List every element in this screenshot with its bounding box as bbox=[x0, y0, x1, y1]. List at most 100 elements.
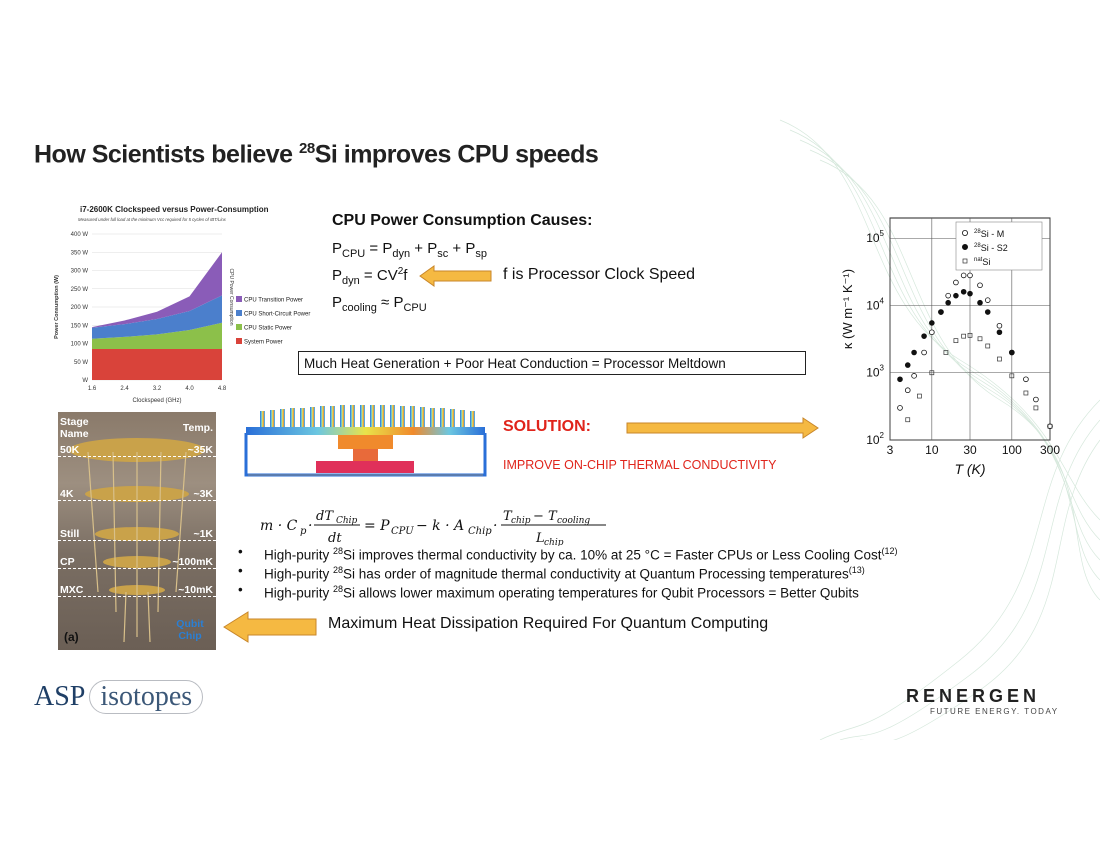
data-point bbox=[997, 356, 1002, 362]
temp-header: Temp. bbox=[182, 422, 213, 434]
svg-text:Chip: Chip bbox=[336, 516, 358, 526]
svg-text:·: · bbox=[308, 518, 312, 534]
clock-speed-label: f is Processor Clock Speed bbox=[503, 266, 696, 283]
svg-text:p: p bbox=[300, 526, 307, 537]
solution-text: IMPROVE ON-CHIP THERMAL CONDUCTIVITY bbox=[503, 458, 777, 472]
heatsink-fin bbox=[470, 411, 475, 427]
x-tick-label: 3 bbox=[887, 443, 894, 457]
right-axis-label: CPU Power Consumption bbox=[228, 269, 234, 326]
data-point bbox=[904, 362, 911, 368]
svg-text:chip: chip bbox=[511, 516, 531, 526]
y-tick-label: 350 W bbox=[71, 250, 89, 256]
stage-name: Still bbox=[60, 528, 80, 540]
svg-text:m · C: m · C bbox=[260, 518, 298, 534]
y-tick-label: 103 bbox=[866, 364, 884, 380]
y-tick-label: 105 bbox=[866, 229, 884, 245]
stage-divider bbox=[58, 500, 216, 501]
data-point bbox=[917, 393, 922, 399]
heatsink-fin bbox=[390, 405, 395, 427]
heatsink-fin bbox=[280, 409, 285, 427]
heatsink-fin bbox=[300, 408, 305, 427]
legend-swatch bbox=[236, 324, 242, 330]
svg-text:cooling: cooling bbox=[557, 516, 590, 526]
data-point bbox=[921, 349, 927, 356]
legend-swatch bbox=[236, 310, 242, 316]
heatsink-fin bbox=[310, 407, 315, 427]
data-point bbox=[1023, 376, 1029, 383]
bullet-item: High-purity 28Si has order of magnitude … bbox=[238, 561, 998, 582]
solution-label: SOLUTION: bbox=[503, 418, 591, 435]
x-tick-label: 10 bbox=[925, 443, 939, 457]
data-point bbox=[911, 373, 917, 379]
stage-divider bbox=[58, 568, 216, 569]
stage-temp: ~3K bbox=[193, 488, 213, 500]
stage-temp: ~10mK bbox=[178, 584, 213, 596]
x-tick-label: 30 bbox=[963, 443, 977, 457]
data-point bbox=[938, 309, 944, 315]
y-tick-label: 400 W bbox=[71, 232, 89, 238]
legend-label: System Power bbox=[244, 340, 283, 346]
stage-name: CP bbox=[60, 556, 75, 568]
heatsink-diagram bbox=[244, 405, 487, 477]
chart-subtitle: Measured under full load at the minimum … bbox=[78, 217, 227, 222]
y-tick-label: 100 W bbox=[71, 342, 89, 348]
data-point bbox=[1033, 396, 1039, 403]
svg-text:− k · A: − k · A bbox=[416, 518, 464, 534]
heatsink-fin bbox=[270, 410, 275, 427]
data-point bbox=[967, 290, 973, 297]
causes-title: CPU Power Consumption Causes: bbox=[332, 212, 593, 229]
stage-name: MXC bbox=[60, 584, 84, 596]
data-point bbox=[897, 376, 903, 383]
x-tick-label: 100 bbox=[1002, 443, 1022, 457]
data-point bbox=[897, 405, 903, 411]
legend-label: CPU Short-Circuit Power bbox=[244, 312, 310, 318]
legend-label: CPU Static Power bbox=[244, 326, 292, 332]
legend-label: natSi bbox=[974, 257, 990, 267]
x-tick-label: 3.2 bbox=[153, 386, 162, 392]
slide-title: How Scientists believe 28Si improves CPU… bbox=[34, 140, 599, 169]
svg-text:dT: dT bbox=[316, 509, 334, 524]
stage-name-header: Stage Name bbox=[60, 416, 89, 440]
stage-name: 4K bbox=[60, 488, 74, 500]
data-point bbox=[977, 336, 983, 342]
data-point bbox=[1009, 373, 1015, 379]
area-series bbox=[92, 322, 222, 349]
legend-box bbox=[955, 221, 1043, 271]
data-point bbox=[943, 350, 949, 355]
heatsink-fin bbox=[450, 409, 455, 427]
equation-pdyn: Pdyn = CV2f bbox=[332, 266, 408, 287]
power-consumption-chart: i7-2600K Clockspeed versus Power-Consump… bbox=[54, 205, 310, 404]
equation-pcpu: PCPU = Pdyn + Psc + Psp bbox=[332, 240, 487, 260]
x-axis-label: T (K) bbox=[954, 461, 985, 477]
asp-isotopes-logo: ASP isotopes bbox=[34, 680, 204, 714]
heatsink-fin bbox=[410, 406, 415, 427]
data-point bbox=[961, 333, 967, 339]
stage-temp: ~35K bbox=[187, 444, 213, 456]
thermal-conductivity-chart: 3 10 30 100 300 102 103 104 105 T (K) κ (W m⁻¹ K⁻¹… bbox=[840, 217, 1060, 477]
legend-marker bbox=[962, 229, 969, 236]
arrow-left-large-icon bbox=[223, 611, 317, 643]
data-point bbox=[904, 387, 911, 394]
heatsink-fin bbox=[370, 405, 375, 427]
legend-label: 28Si - M bbox=[974, 229, 1004, 239]
stage-divider bbox=[58, 540, 216, 541]
svg-text:− T: − T bbox=[533, 509, 558, 524]
data-point bbox=[977, 299, 983, 306]
data-point bbox=[953, 279, 959, 286]
heatsink-fin bbox=[400, 406, 405, 427]
stage-temp: ~1K bbox=[193, 528, 213, 540]
heatsink-fin bbox=[430, 408, 435, 427]
data-point bbox=[929, 320, 935, 326]
data-point bbox=[977, 282, 983, 289]
heatsink-fin bbox=[420, 407, 425, 427]
data-point bbox=[996, 329, 1003, 336]
data-point bbox=[905, 417, 911, 423]
arrow-left-icon bbox=[419, 265, 492, 287]
heatsink-fin bbox=[360, 405, 365, 427]
svg-text:= P: = P bbox=[364, 518, 390, 534]
stage-divider bbox=[58, 596, 216, 597]
stage-divider bbox=[58, 456, 216, 457]
legend-marker bbox=[962, 244, 969, 251]
max-heat-label: Maximum Heat Dissipation Required For Qu… bbox=[328, 615, 769, 632]
x-tick-label: 1.6 bbox=[88, 386, 97, 392]
